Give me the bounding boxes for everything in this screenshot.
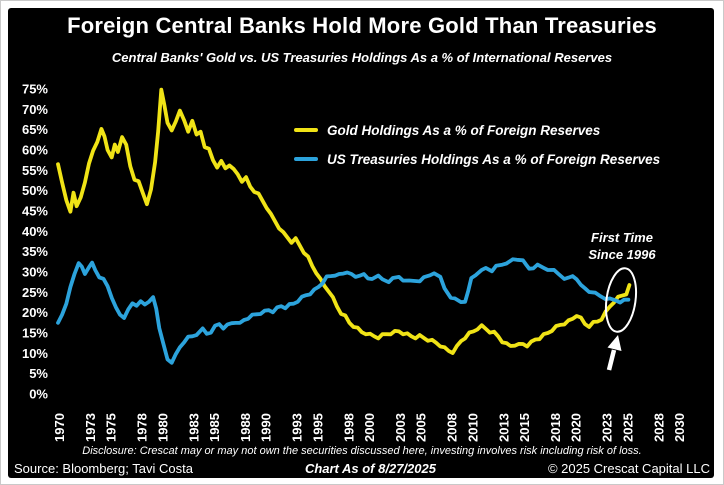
y-tick-label: 20% [22, 305, 48, 320]
x-tick-label: 2030 [672, 413, 687, 442]
gold-line [56, 87, 632, 355]
y-tick-label: 10% [22, 346, 48, 361]
annotation-line-2: Since 1996 [588, 247, 656, 262]
legend-item-treasuries: US Treasuries Holdings As a % of Foreign… [294, 150, 660, 168]
x-tick-label: 2020 [569, 413, 584, 442]
y-tick-label: 35% [22, 244, 48, 259]
y-tick-label: 15% [22, 326, 48, 341]
footer-row: Source: Bloomberg; Tavi Costa Chart As o… [14, 461, 710, 476]
y-tick-label: 75% [22, 82, 48, 97]
x-tick-label: 1973 [83, 413, 98, 442]
annotation-line-1: First Time [591, 230, 653, 245]
x-tick-label: 1988 [238, 413, 253, 442]
arrow-up-icon [606, 335, 622, 371]
x-tick-label: 1970 [52, 413, 67, 442]
chart-background [8, 8, 714, 478]
annotation-first-time: First Time Since 1996 [567, 229, 677, 263]
x-tick-label: 2008 [445, 413, 460, 442]
chart-title: Foreign Central Banks Hold More Gold Tha… [67, 13, 657, 38]
x-tick-label: 1983 [186, 413, 201, 442]
y-tick-label: 55% [22, 163, 48, 178]
x-tick-label: 2025 [620, 413, 635, 442]
treasuries-line-swatch-icon [294, 157, 318, 161]
x-tick-label: 2013 [496, 413, 511, 442]
y-tick-label: 45% [22, 204, 48, 219]
gold-line-swatch-icon [294, 128, 318, 132]
treasuries-line [56, 257, 631, 365]
chart-subtitle: Central Banks' Gold vs. US Treasuries Ho… [111, 50, 613, 65]
x-tick-label: 2005 [414, 413, 429, 442]
x-tick-label: 2018 [548, 413, 563, 442]
y-tick-label: 60% [22, 143, 48, 158]
y-tick-label: 5% [29, 366, 48, 381]
x-tick-label: 2028 [651, 413, 666, 442]
legend-item-gold: Gold Holdings As a % of Foreign Reserves [294, 121, 660, 139]
y-tick-label: 40% [22, 224, 48, 239]
x-tick-label: 1998 [341, 413, 356, 442]
footer-disclosure: Disclosure: Crescat may or may not own t… [82, 445, 642, 457]
x-tick-label: 1985 [207, 413, 222, 442]
footer-copyright: © 2025 Crescat Capital LLC [547, 461, 710, 476]
x-tick-label: 1978 [135, 413, 150, 442]
x-tick-label: 2010 [465, 413, 480, 442]
x-tick-label: 1975 [104, 413, 119, 442]
x-tick-label: 1990 [259, 413, 274, 442]
y-tick-label: 70% [22, 102, 48, 117]
legend-label-treasuries: US Treasuries Holdings As a % of Foreign… [327, 151, 661, 167]
y-tick-label: 30% [22, 265, 48, 280]
y-tick-label: 50% [22, 183, 48, 198]
axes: 75% 70% 65% 60% 55% 50% 45% 40% 35% 30% 25% 20% 15% 1… [22, 82, 687, 443]
x-tick-label: 1993 [290, 413, 305, 442]
x-tick-label: 2023 [600, 413, 615, 442]
footer-as-of: Chart As of 8/27/2025 [304, 461, 436, 476]
y-tick-label: 0% [29, 387, 48, 402]
x-tick-label: 1980 [155, 413, 170, 442]
y-tick-label: 65% [22, 122, 48, 137]
series-lines [56, 87, 632, 365]
legend-label-gold: Gold Holdings As a % of Foreign Reserves [327, 122, 601, 138]
x-tick-label: 2000 [362, 413, 377, 442]
x-tick-label: 2015 [517, 413, 532, 442]
crossover-ellipse [604, 267, 638, 333]
legend: Gold Holdings As a % of Foreign Reserves… [294, 121, 660, 168]
y-tick-label: 25% [22, 285, 48, 300]
x-tick-label: 2003 [393, 413, 408, 442]
footer-source: Source: Bloomberg; Tavi Costa [14, 461, 193, 476]
x-tick-label: 1995 [310, 413, 325, 442]
